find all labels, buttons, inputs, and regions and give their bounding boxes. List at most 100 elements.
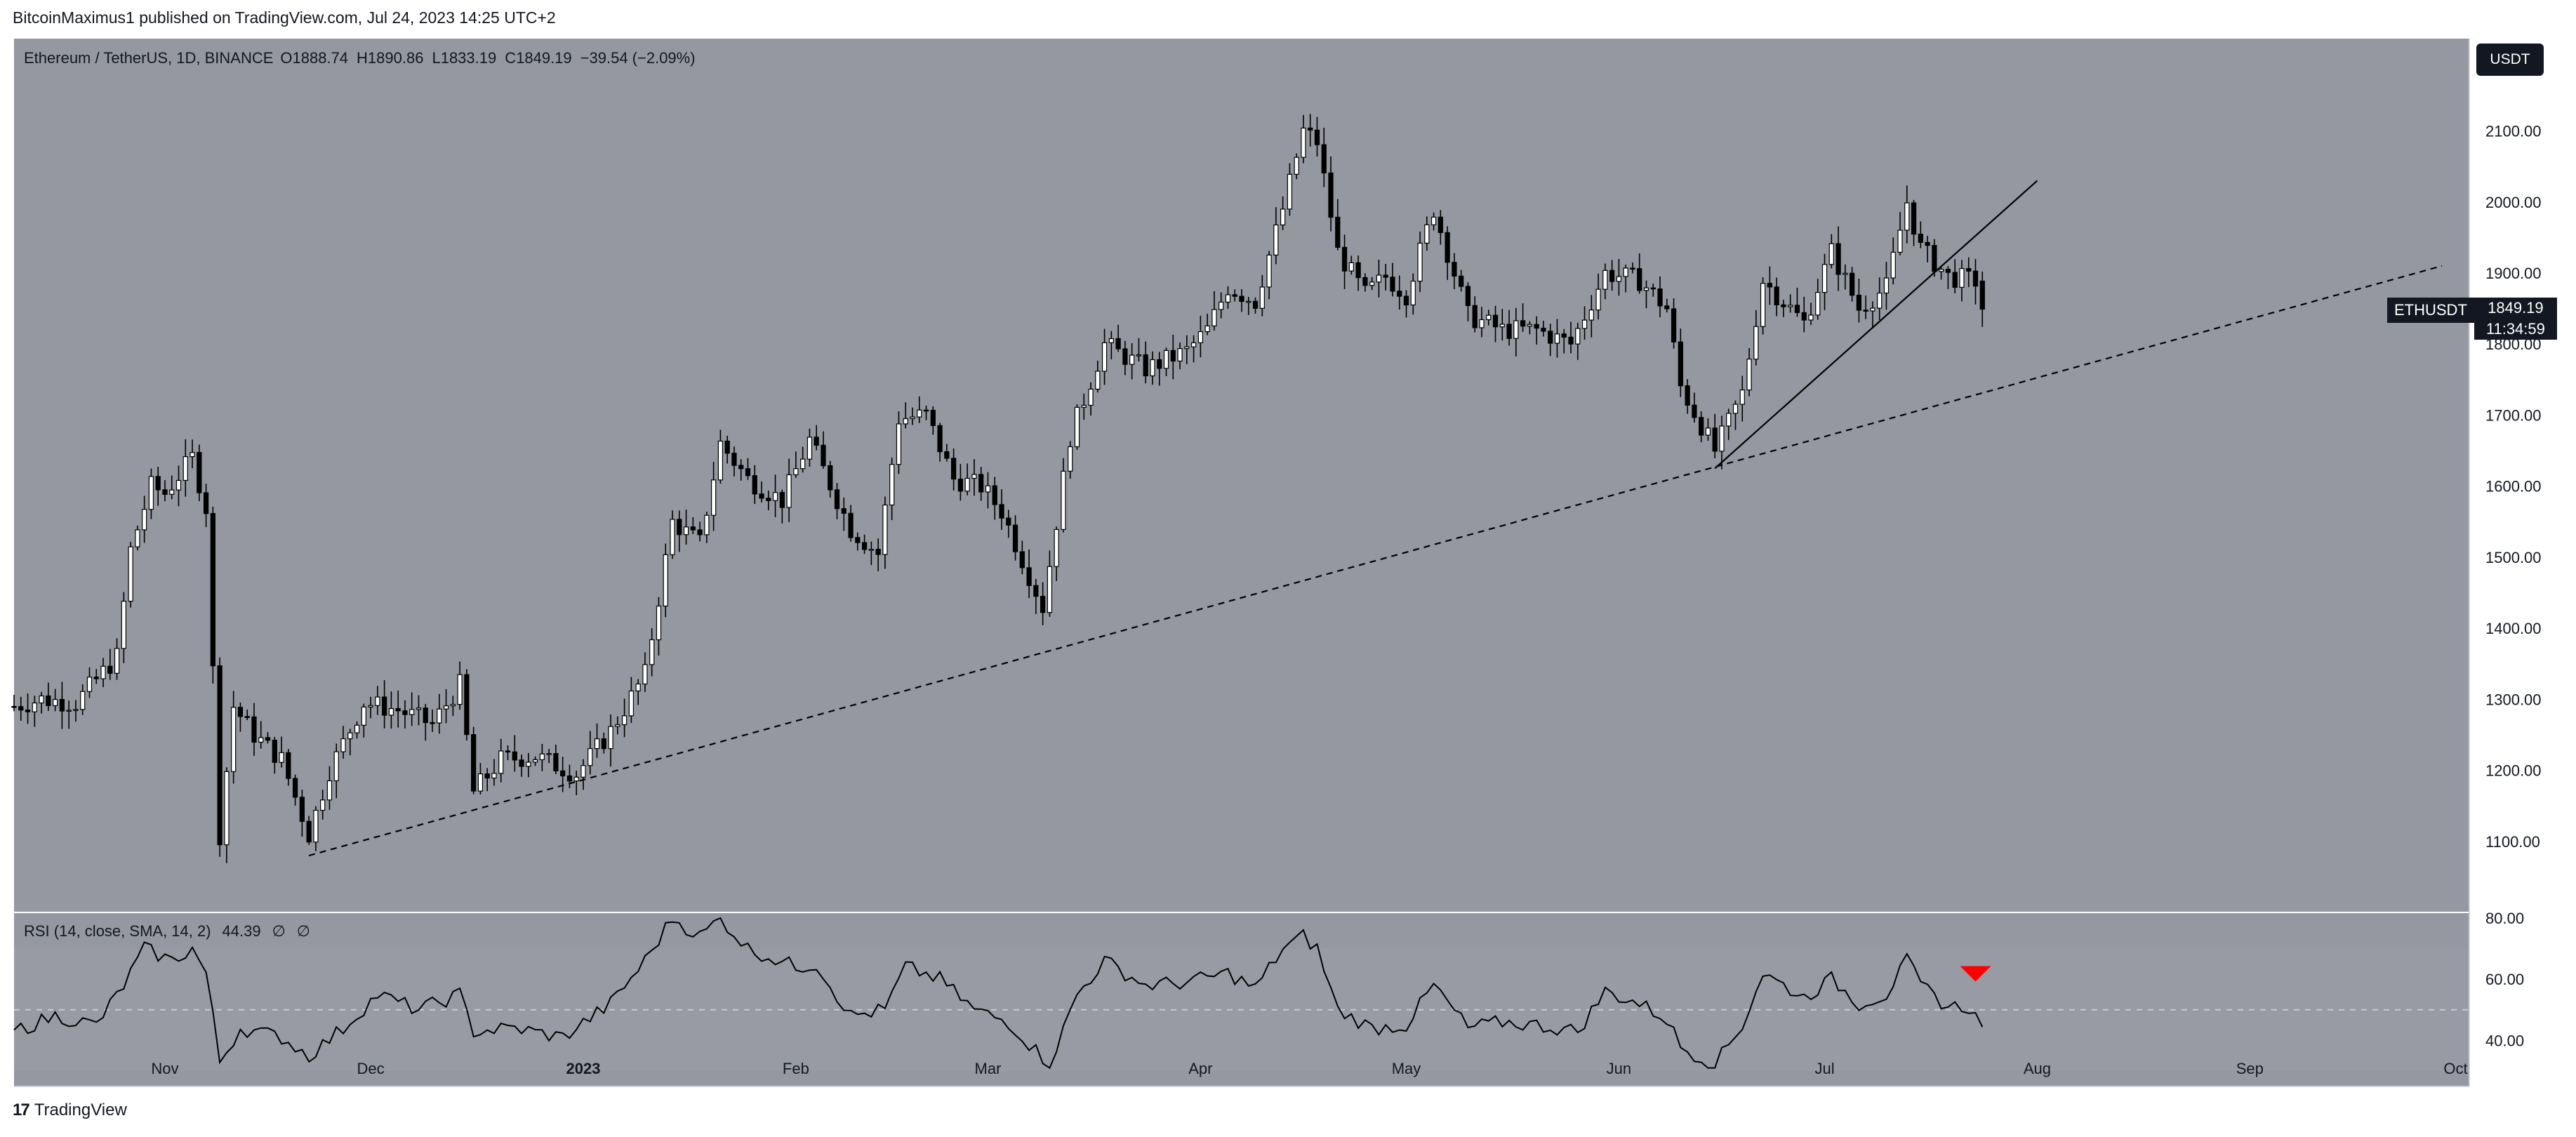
time-tick-label: Feb	[783, 1060, 809, 1077]
time-tick-label: 2023	[566, 1060, 601, 1077]
candle	[450, 696, 456, 717]
candle	[217, 657, 223, 857]
candle	[1630, 262, 1635, 274]
candle	[169, 475, 175, 500]
candle	[1486, 310, 1492, 326]
candle	[32, 696, 37, 727]
candle	[1808, 302, 1814, 326]
candle	[1328, 156, 1334, 232]
candle-body	[786, 474, 792, 508]
candle	[882, 496, 888, 569]
candle	[135, 525, 140, 551]
candle	[1259, 274, 1265, 317]
candle-body	[1883, 277, 1890, 294]
candle-body	[1445, 232, 1450, 263]
candle	[580, 759, 586, 790]
candle	[1890, 237, 1896, 285]
candle	[779, 489, 785, 524]
trendlines[interactable]	[308, 180, 2443, 857]
candle-body	[1211, 309, 1217, 326]
time-tick-label: Apr	[1188, 1060, 1212, 1077]
candle-body	[1287, 173, 1293, 210]
candle-body	[1308, 127, 1313, 131]
candle-body	[1849, 272, 1855, 296]
candle-body	[1815, 292, 1821, 316]
candle-body	[1732, 404, 1739, 414]
candle	[66, 700, 72, 729]
candle	[1705, 418, 1711, 441]
candle	[1821, 253, 1828, 310]
candle	[1788, 294, 1793, 313]
time-axis[interactable]: Nov Dec 2023 Feb Mar Apr May Jun Jul Aug Sep Oct	[151, 1060, 2467, 1077]
candle-body	[73, 709, 79, 711]
candle-body	[382, 696, 387, 716]
candle-body	[573, 776, 579, 782]
candle	[1246, 296, 1252, 315]
candle-body	[779, 492, 785, 508]
tradingview-logo[interactable]: 17 TradingView	[13, 1101, 127, 1120]
candle-body	[1239, 295, 1244, 302]
candle	[175, 465, 182, 507]
candle-body	[1232, 294, 1237, 297]
candle-body	[190, 452, 195, 458]
candle-body	[594, 738, 600, 750]
candle-body	[286, 752, 291, 779]
candle	[519, 754, 524, 777]
candle	[114, 638, 120, 680]
candle-body	[237, 707, 244, 717]
time-tick-label: May	[1392, 1060, 1421, 1077]
candle-body	[1630, 267, 1635, 270]
candle-body	[1568, 336, 1574, 345]
candle-body	[1918, 234, 1923, 243]
candle	[443, 689, 449, 724]
candle-body	[1177, 348, 1183, 362]
candle	[1115, 324, 1121, 352]
candle-body	[1828, 243, 1834, 265]
candle-body	[484, 773, 490, 779]
candle-body	[910, 416, 915, 420]
candle	[821, 431, 826, 469]
candle	[368, 696, 373, 719]
candle-body	[546, 752, 552, 755]
candle	[1335, 199, 1341, 251]
candle	[382, 680, 387, 729]
candle	[745, 458, 751, 480]
candle	[1280, 196, 1286, 230]
candle-body	[1870, 307, 1875, 312]
candle	[1678, 328, 1683, 397]
candle-body	[1575, 328, 1581, 345]
candle	[1012, 515, 1018, 561]
candle	[1774, 277, 1779, 317]
candle-body	[1452, 262, 1457, 277]
candle	[1266, 251, 1272, 300]
candle	[1692, 392, 1697, 423]
candle-body	[621, 715, 628, 726]
candle	[1856, 278, 1862, 323]
time-tick-label: Oct	[2443, 1060, 2467, 1077]
candle-body	[477, 773, 484, 792]
candle-body	[950, 458, 957, 480]
candle	[608, 714, 613, 767]
currency-button[interactable]: USDT	[2476, 44, 2544, 76]
main-pane-background[interactable]	[14, 39, 2469, 912]
candle-body	[553, 752, 559, 771]
candle	[896, 411, 902, 474]
publisher-credit: BitcoinMaximus1 published on TradingView…	[13, 8, 556, 27]
candle-body	[717, 440, 724, 481]
price-axis[interactable]: 1100.00 1200.00 1300.00 1400.00 1500.00 1600.…	[2485, 123, 2542, 851]
candle	[1657, 276, 1663, 318]
candle	[601, 732, 606, 754]
candle-body	[1246, 300, 1252, 303]
candle-body	[677, 519, 682, 536]
candle	[505, 745, 511, 761]
candle	[121, 592, 126, 663]
rsi-axis[interactable]: 40.00 60.00 80.00	[2485, 910, 2524, 1049]
price-tick-label: 2000.00	[2485, 194, 2542, 211]
candle-body	[1548, 331, 1553, 344]
candle	[1108, 331, 1114, 360]
candle	[855, 532, 861, 551]
candle	[354, 721, 360, 739]
candle	[1465, 282, 1471, 321]
candle	[985, 472, 991, 509]
